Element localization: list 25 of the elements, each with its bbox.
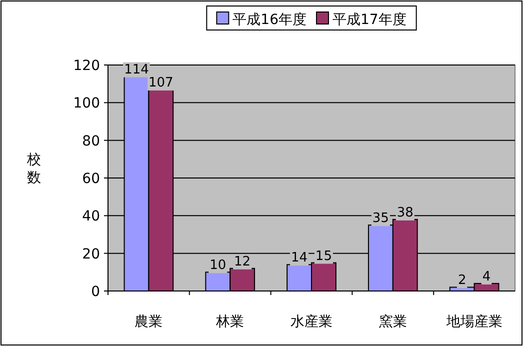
y-tick-label: 80 — [82, 133, 100, 150]
data-label: 14 — [291, 250, 308, 266]
data-label: 38 — [396, 205, 414, 220]
x-tick-label: 窯業 — [378, 314, 407, 330]
y-tick-label: 100 — [73, 96, 100, 112]
y-tick-label: 60 — [82, 171, 100, 187]
x-tick-label: 農業 — [134, 314, 163, 330]
x-tick-label: 水産業 — [290, 314, 332, 330]
legend-label: 平成16年度 — [232, 12, 306, 28]
data-label: 15 — [315, 248, 332, 264]
data-label: 10 — [210, 258, 226, 274]
y-tick-label: 20 — [82, 246, 100, 262]
data-label: 114 — [124, 62, 149, 78]
y-tick-label: 0 — [91, 284, 100, 300]
y-tick-label: 120 — [73, 58, 100, 74]
data-label: 107 — [148, 75, 174, 90]
data-label: 2 — [458, 273, 466, 288]
x-tick-label: 林業 — [215, 314, 244, 330]
y-tick-label: 40 — [82, 208, 100, 225]
x-tick-label: 地場産業 — [445, 314, 502, 330]
data-label: 12 — [234, 254, 251, 270]
data-label: 4 — [482, 269, 491, 284]
y-axis-title: 校数 — [26, 152, 41, 186]
legend-label: 平成17年度 — [332, 12, 406, 28]
data-label: 35 — [372, 211, 389, 226]
